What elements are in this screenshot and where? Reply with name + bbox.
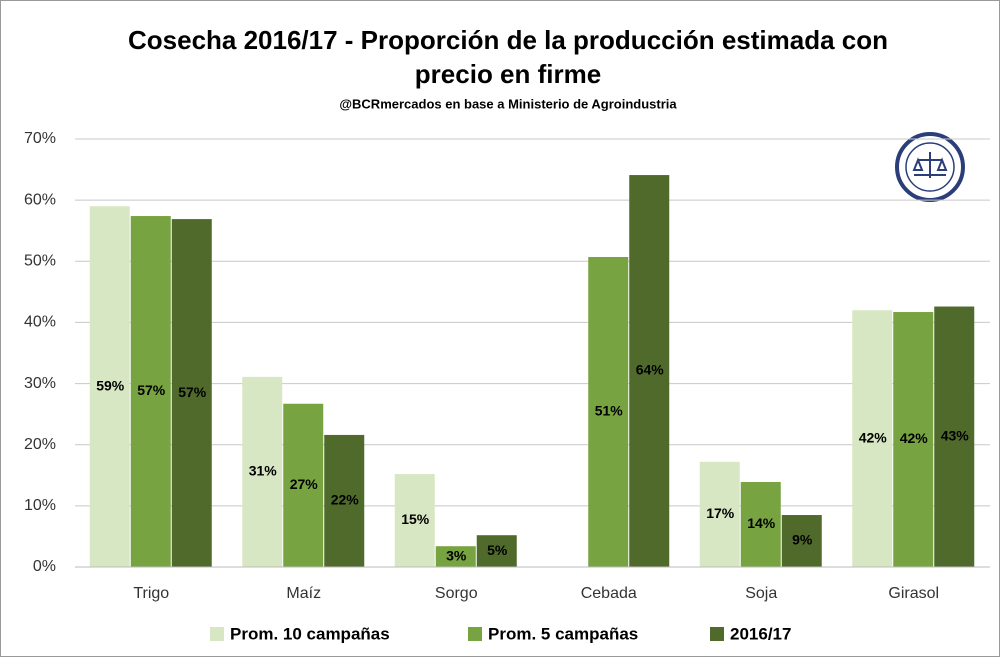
bar [740, 482, 781, 567]
bar [893, 312, 934, 567]
y-tick-label: 10% [24, 497, 56, 514]
y-tick-label: 0% [33, 558, 56, 575]
bar [699, 461, 740, 567]
x-tick-label: Cebada [581, 585, 637, 602]
bar [476, 535, 517, 567]
data-label: 51% [595, 403, 624, 419]
bar [588, 257, 629, 567]
y-tick-label: 20% [24, 436, 56, 453]
bar [435, 546, 476, 567]
y-tick-label: 30% [24, 375, 56, 392]
bar [394, 474, 435, 567]
bar [629, 175, 670, 567]
legend-label: 2016/17 [730, 624, 791, 643]
data-label: 15% [401, 511, 430, 527]
data-label: 57% [137, 382, 166, 398]
data-label: 9% [792, 532, 813, 548]
y-tick-label: 60% [24, 191, 56, 208]
data-label: 42% [859, 429, 888, 445]
legend-label: Prom. 10 campañas [230, 624, 390, 643]
x-tick-label: Trigo [133, 585, 169, 602]
chart-title: precio en firme [415, 59, 601, 89]
bar [171, 219, 212, 567]
data-label: 57% [178, 384, 207, 400]
chart-subtitle: @BCRmercados en base a Ministerio de Agr… [339, 96, 677, 111]
data-label: 14% [747, 515, 776, 531]
bar [852, 310, 893, 567]
bar [934, 306, 975, 567]
legend-swatch [210, 627, 224, 641]
data-label: 59% [96, 377, 125, 393]
x-tick-label: Soja [745, 585, 777, 602]
data-label: 17% [706, 505, 735, 521]
y-tick-label: 40% [24, 314, 56, 331]
y-tick-label: 70% [24, 130, 56, 147]
data-label: 64% [636, 362, 665, 378]
y-tick-label: 50% [24, 253, 56, 270]
legend-label: Prom. 5 campañas [488, 624, 638, 643]
legend-swatch [710, 627, 724, 641]
data-label: 31% [249, 463, 278, 479]
bar [781, 515, 822, 567]
bar [324, 434, 365, 567]
bar [242, 376, 283, 567]
x-tick-label: Sorgo [435, 585, 478, 602]
x-tick-label: Maíz [286, 585, 321, 602]
bar [283, 403, 324, 567]
chart-title: Cosecha 2016/17 - Proporción de la produ… [128, 25, 888, 55]
data-label: 5% [487, 542, 508, 558]
legend-swatch [468, 627, 482, 641]
data-label: 42% [900, 430, 929, 446]
data-label: 22% [331, 492, 360, 508]
data-label: 27% [290, 476, 319, 492]
bar [130, 216, 171, 568]
logo [895, 132, 965, 202]
x-tick-label: Girasol [888, 585, 939, 602]
bar [89, 206, 130, 567]
data-label: 43% [941, 427, 970, 443]
data-label: 3% [446, 547, 467, 563]
